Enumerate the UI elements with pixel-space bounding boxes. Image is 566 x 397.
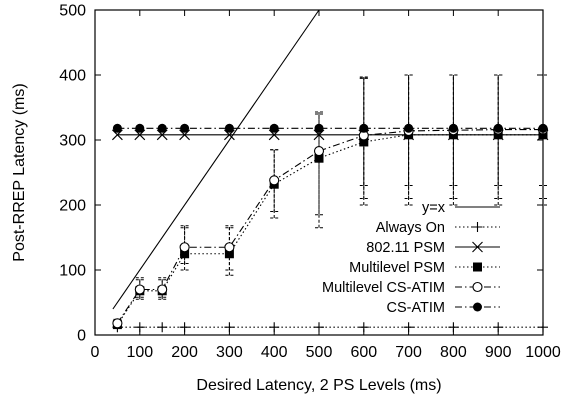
data-point — [493, 123, 503, 133]
x-tick-label: 600 — [350, 344, 377, 361]
data-point — [134, 284, 145, 295]
data-point — [157, 284, 168, 295]
legend-label: Multilevel CS-ATIM — [322, 280, 445, 296]
data-point — [112, 318, 123, 329]
data-point — [180, 123, 190, 133]
x-tick-label: 900 — [485, 344, 512, 361]
x-tick-label: 1000 — [525, 344, 561, 361]
data-point — [134, 129, 146, 141]
y-tick-label: 100 — [59, 263, 86, 280]
x-tick-label: 300 — [216, 344, 243, 361]
data-point — [269, 175, 280, 186]
data-point — [268, 129, 280, 141]
series-1 — [112, 322, 548, 333]
legend-item: 802.11 PSM — [366, 240, 500, 256]
error-bar — [449, 74, 458, 199]
legend-item: CS-ATIM — [386, 300, 500, 316]
data-point — [135, 123, 145, 133]
data-point — [112, 123, 122, 133]
y-axis-label: Post-RREP Latency (ms) — [11, 83, 28, 261]
data-point — [224, 129, 235, 141]
error-bar — [135, 277, 144, 298]
x-tick-label: 400 — [261, 344, 288, 361]
legend: y=x Always On 802.11 PSM Multilevel PSM Mult… — [322, 200, 500, 316]
data-point — [313, 146, 325, 157]
error-bar — [135, 279, 144, 300]
legend-item: Multilevel CS-ATIM — [322, 280, 500, 296]
x-tick-label: 100 — [126, 344, 153, 361]
y-tick-label: 300 — [59, 133, 86, 150]
series-line — [116, 134, 543, 325]
y-tick-label: 400 — [59, 68, 86, 85]
data-point — [493, 130, 503, 140]
legend-label: CS-ATIM — [386, 300, 445, 316]
data-point — [157, 322, 168, 333]
data-point — [157, 123, 167, 133]
x-tick-label: 800 — [440, 344, 467, 361]
legend-marker — [473, 302, 482, 312]
data-point — [180, 249, 190, 259]
error-bar — [404, 74, 413, 199]
series-line — [112, 9, 320, 310]
legend-item: y=x — [422, 200, 500, 216]
data-point — [179, 129, 190, 141]
y-tick-label: 0 — [77, 328, 86, 345]
legend-marker — [472, 281, 483, 293]
y-tick-label: 500 — [59, 3, 86, 20]
x-tick-label: 500 — [306, 344, 333, 361]
legend-marker — [472, 241, 483, 253]
data-point — [179, 242, 190, 253]
plot-area — [112, 9, 549, 333]
error-bar — [158, 277, 167, 298]
series-5 — [112, 123, 548, 133]
error-bar — [315, 113, 323, 229]
legend-label: Multilevel PSM — [349, 260, 445, 276]
legend-label: 802.11 PSM — [366, 240, 445, 256]
legend-label: Always On — [376, 220, 445, 236]
legend-item: Multilevel PSM — [349, 260, 500, 276]
axis-ticks: 0 100 200 300 400 500 600 700 800 900 1000 0 100 200 3… — [59, 3, 561, 362]
legend-marker — [472, 222, 483, 232]
series-0 — [112, 9, 320, 310]
x-axis-label: Desired Latency, 2 PS Levels (ms) — [196, 377, 441, 394]
error-bar — [158, 279, 167, 300]
series-4 — [112, 74, 549, 329]
data-point — [269, 123, 279, 133]
x-tick-label: 200 — [171, 344, 198, 361]
y-tick-label: 200 — [59, 198, 86, 215]
data-point — [404, 123, 414, 133]
error-bar — [180, 225, 189, 264]
data-point — [359, 123, 369, 133]
legend-item: Always On — [376, 220, 500, 236]
data-point — [314, 123, 324, 133]
data-point — [448, 123, 458, 133]
x-tick-label: 700 — [395, 344, 422, 361]
error-bar — [494, 74, 503, 199]
data-point — [224, 123, 234, 133]
x-tick-label: 0 — [91, 344, 100, 361]
data-point — [224, 242, 235, 253]
legend-marker — [473, 262, 482, 272]
data-point — [156, 129, 168, 141]
legend-label: y=x — [422, 200, 446, 216]
data-point — [112, 129, 123, 141]
